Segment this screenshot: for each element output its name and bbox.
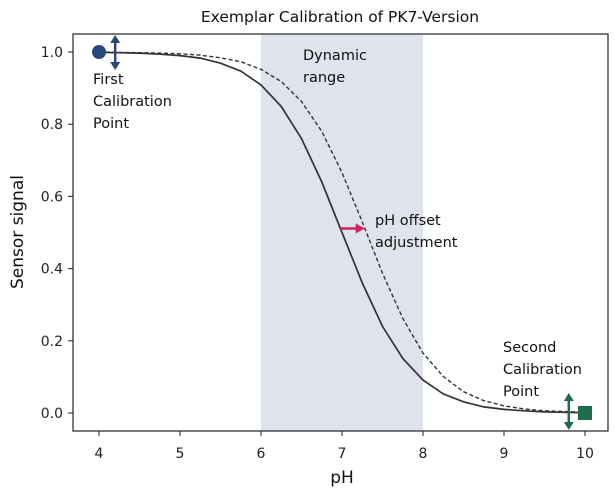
x-tick-label: 10: [576, 446, 594, 462]
x-tick-label: 7: [338, 446, 347, 462]
x-tick-label: 6: [257, 446, 266, 462]
second-point-vertical-arrow-icon-head-up: [563, 393, 574, 401]
x-tick-label: 8: [419, 446, 428, 462]
y-axis-label: Sensor signal: [8, 175, 28, 289]
offset-label: pH offset adjustment: [375, 213, 458, 251]
second-calibration-point-marker: [578, 406, 592, 420]
first-calibration-point-marker: [92, 45, 106, 59]
y-tick-label: 0.4: [41, 262, 63, 278]
x-tick-label: 9: [500, 446, 509, 462]
first-point-vertical-arrow-icon-head-down: [110, 62, 121, 70]
y-tick-label: 0.0: [41, 406, 63, 422]
x-tick-label: 4: [95, 446, 104, 462]
x-axis-label: pH: [330, 468, 354, 488]
dynamic-range-label: Dynamic range: [303, 48, 367, 86]
second-point-vertical-arrow-icon-head-down: [563, 422, 574, 430]
x-tick-label: 5: [176, 446, 185, 462]
y-tick-label: 0.8: [41, 117, 63, 133]
shifted-curve-line: [98, 51, 586, 413]
second-point-vertical-arrow-icon: [563, 393, 574, 430]
y-tick-label: 1.0: [41, 45, 63, 61]
chart-title: Exemplar Calibration of PK7-Version: [201, 8, 479, 26]
y-tick-label: 0.6: [41, 189, 63, 205]
first-point-vertical-arrow-icon-head-up: [110, 35, 121, 43]
offset-arrow-head-icon: [355, 223, 365, 234]
first-point-vertical-arrow-icon: [110, 35, 121, 70]
y-tick-label: 0.2: [41, 334, 63, 350]
plot-frame: [72, 33, 609, 432]
second-point-label: Second Calibration Point: [503, 340, 582, 400]
calibration-curve-line: [98, 51, 586, 414]
first-point-label: First Calibration Point: [93, 72, 172, 132]
